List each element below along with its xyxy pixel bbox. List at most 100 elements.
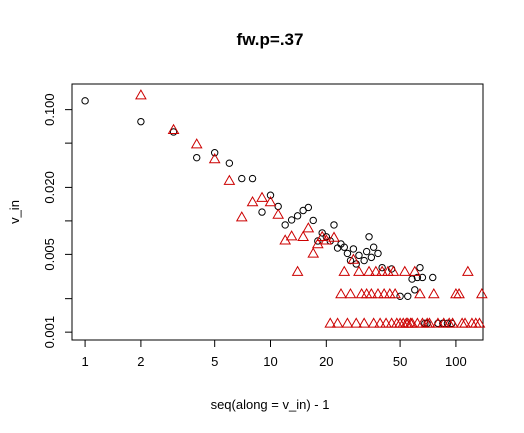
data-point-circle bbox=[418, 273, 427, 282]
data-point-triangle bbox=[408, 265, 421, 276]
x-tick-label: 5 bbox=[211, 354, 218, 369]
y-tick-label: 0.100 bbox=[42, 93, 57, 126]
data-point-triangle bbox=[427, 288, 440, 299]
data-point-circle bbox=[362, 247, 371, 256]
data-point-circle bbox=[413, 273, 422, 282]
data-point-circle bbox=[346, 256, 355, 265]
data-point-triangle bbox=[324, 317, 337, 328]
data-point-triangle bbox=[272, 208, 285, 219]
data-point-triangle bbox=[135, 89, 147, 100]
data-point-triangle bbox=[285, 230, 298, 241]
data-point-circle bbox=[287, 216, 296, 224]
data-point-triangle bbox=[331, 317, 344, 328]
data-point-circle bbox=[349, 245, 358, 253]
data-point-triangle bbox=[264, 195, 277, 207]
data-point-triangle bbox=[316, 230, 329, 242]
data-point-triangle bbox=[398, 265, 411, 276]
data-point-circle bbox=[367, 253, 376, 262]
data-point-triangle bbox=[453, 288, 465, 299]
x-tick-label: 2 bbox=[137, 354, 144, 369]
data-point-triangle bbox=[432, 317, 444, 328]
chart-title: fw.p=.37 bbox=[237, 30, 304, 49]
data-point-circle bbox=[369, 243, 378, 251]
data-point-circle bbox=[340, 243, 348, 251]
y-tick-label: 0.001 bbox=[42, 316, 57, 349]
x-tick-label: 10 bbox=[263, 354, 277, 369]
data-point-circle bbox=[137, 117, 145, 126]
data-point-circle bbox=[352, 260, 360, 268]
data-point-triangle bbox=[461, 265, 474, 276]
data-point-circle bbox=[309, 216, 317, 225]
data-point-circle bbox=[378, 263, 386, 272]
x-tick-label: 20 bbox=[319, 354, 333, 369]
data-point-triangle bbox=[389, 288, 401, 299]
data-point-triangle bbox=[475, 288, 488, 299]
y-tick-label: 0.005 bbox=[42, 238, 57, 271]
data-point-circle bbox=[81, 97, 89, 105]
data-point-triangle bbox=[355, 288, 368, 299]
data-point-triangle bbox=[347, 253, 360, 264]
data-point-triangle bbox=[208, 152, 221, 164]
data-point-triangle bbox=[341, 317, 354, 328]
data-point-triangle bbox=[338, 265, 351, 276]
data-point-triangle bbox=[328, 231, 340, 242]
x-axis-label: seq(along = v_in) - 1 bbox=[211, 397, 330, 412]
x-tick-label: 1 bbox=[81, 354, 88, 369]
data-point-circle bbox=[225, 159, 234, 167]
data-point-circle bbox=[429, 273, 437, 282]
data-point-triangle bbox=[358, 317, 371, 328]
plot-frame bbox=[71, 83, 484, 341]
data-point-circle bbox=[330, 221, 338, 229]
data-point-triangle bbox=[374, 317, 386, 328]
data-point-triangle bbox=[353, 265, 365, 276]
data-point-triangle bbox=[367, 317, 380, 328]
y-axis: 0.001 0.005 0.020 0.100 bbox=[42, 93, 73, 349]
data-point-circle bbox=[193, 153, 201, 162]
data-point-triangle bbox=[446, 317, 459, 328]
data-point-triangle bbox=[297, 230, 310, 242]
data-point-triangle bbox=[311, 237, 324, 249]
data-point-circle bbox=[318, 229, 326, 237]
data-point-triangle bbox=[350, 317, 363, 328]
data-point-triangle bbox=[235, 211, 248, 222]
data-point-triangle bbox=[411, 317, 424, 328]
data-point-triangle bbox=[335, 288, 347, 299]
data-point-triangle bbox=[190, 138, 203, 149]
data-point-triangle bbox=[423, 317, 436, 328]
data-point-circle bbox=[355, 251, 363, 260]
data-point-circle bbox=[281, 221, 289, 229]
data-point-triangle bbox=[376, 265, 388, 276]
data-point-triangle bbox=[369, 265, 382, 276]
data-point-triangle bbox=[302, 222, 315, 233]
x-tick-label: 100 bbox=[445, 354, 467, 369]
data-points bbox=[81, 89, 488, 328]
data-point-circle bbox=[248, 174, 257, 183]
data-point-circle bbox=[169, 128, 178, 136]
data-point-circle bbox=[416, 263, 424, 272]
data-point-triangle bbox=[459, 317, 471, 328]
data-point-triangle bbox=[372, 288, 384, 299]
data-point-circle bbox=[210, 149, 219, 157]
data-point-triangle bbox=[291, 265, 304, 276]
x-axis: 1 2 5 10 20 50 100 bbox=[81, 339, 467, 369]
data-point-triangle bbox=[256, 191, 268, 202]
data-point-circle bbox=[411, 286, 419, 294]
data-point-circle bbox=[238, 174, 246, 183]
data-point-circle bbox=[343, 249, 352, 258]
y-axis-label: v_in bbox=[7, 200, 22, 224]
data-point-circle bbox=[374, 249, 382, 258]
data-point-triangle bbox=[414, 288, 426, 299]
data-point-circle bbox=[365, 233, 373, 241]
data-point-circle bbox=[266, 191, 275, 199]
data-point-circle bbox=[258, 208, 266, 216]
data-point-circle bbox=[293, 212, 302, 220]
data-point-triangle bbox=[365, 288, 378, 299]
data-point-circle bbox=[360, 256, 368, 265]
data-point-triangle bbox=[344, 288, 357, 299]
x-tick-label: 50 bbox=[393, 354, 407, 369]
data-point-circle bbox=[396, 292, 404, 300]
data-point-triangle bbox=[246, 195, 259, 207]
data-point-triangle bbox=[307, 247, 320, 258]
data-point-triangle bbox=[363, 265, 375, 276]
